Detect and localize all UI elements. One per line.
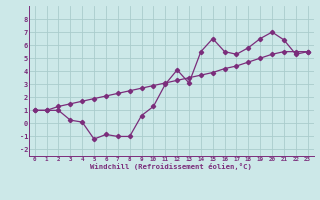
X-axis label: Windchill (Refroidissement éolien,°C): Windchill (Refroidissement éolien,°C) (90, 163, 252, 170)
